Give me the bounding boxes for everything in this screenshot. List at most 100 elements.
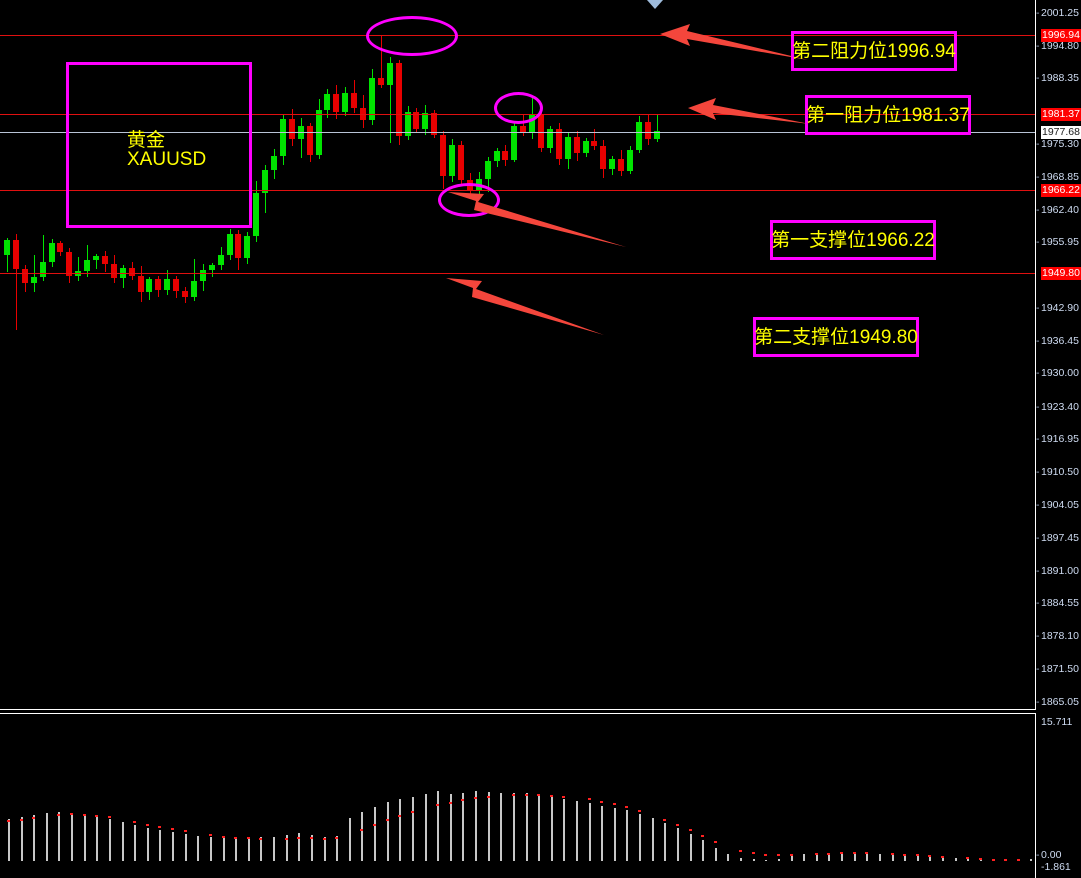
candle-body (101, 256, 108, 265)
indicator-bar (753, 859, 755, 861)
tick-dash: - (1036, 72, 1040, 85)
indicator-bar (134, 825, 136, 861)
indicator-bar (967, 858, 969, 861)
tick-dash: - (1036, 696, 1040, 708)
indicator-line-point (20, 818, 23, 821)
indicator-bar (248, 837, 250, 861)
ellipse-support-touch (438, 183, 500, 217)
price-tick-1923-40: -1923.40 (1036, 401, 1081, 414)
indicator-line-point (865, 852, 868, 855)
tick-dash: - (1036, 367, 1040, 380)
tick-dash: - (1036, 334, 1040, 347)
candle-body (609, 158, 616, 170)
indicator-line-point (916, 854, 919, 857)
price-tick-1981-37: 1981.37 (1036, 107, 1081, 121)
arrow-to-first-support (448, 192, 626, 247)
indicator-line-point (461, 799, 464, 802)
candle-body (457, 144, 464, 181)
price-tick-1916-95: -1916.95 (1036, 433, 1081, 446)
indicator-bar (374, 807, 376, 861)
indicator-line-point (7, 820, 10, 823)
candle-wick (381, 35, 382, 89)
tick-label: 1996.94 (1041, 28, 1081, 42)
candle-body (591, 141, 598, 146)
candle-body (502, 150, 509, 160)
indicator-bar (223, 837, 225, 861)
price-axis[interactable]: -2001.25 1996.94-1994.80-1988.35 1981.37 19… (1036, 0, 1081, 877)
candle-body (226, 233, 233, 256)
indicator-line-point (966, 856, 969, 859)
indicator-line-point (146, 823, 149, 826)
tick-label: 1942.90 (1041, 302, 1079, 315)
indicator-bar (664, 822, 666, 861)
tick-label: 1949.80 (1041, 267, 1081, 281)
price-tick-1897-45: -1897.45 (1036, 532, 1081, 545)
tick-dash: - (1036, 629, 1040, 642)
tick-label: 1871.50 (1041, 663, 1079, 676)
candle-body (413, 112, 420, 130)
tick-dash: - (1036, 498, 1040, 511)
indicator-line-point (562, 795, 565, 798)
candle-body (546, 128, 553, 148)
indicator-line-point (689, 829, 692, 832)
indicator-bar (197, 835, 199, 861)
indicator-bar (450, 794, 452, 861)
candle-body (84, 260, 91, 271)
tick-label: 1923.40 (1041, 400, 1079, 413)
candle-body (253, 193, 260, 236)
indicator-bar (286, 834, 288, 861)
indicator-bar (803, 854, 805, 861)
indicator-line-point (941, 856, 944, 859)
indicator-panel[interactable] (0, 713, 1036, 878)
candle-body (4, 239, 10, 255)
candle-body (164, 278, 171, 291)
price-chart-panel[interactable]: 黄金 XAUUSD 第二阻力位1996.94 第一阻力位1981.37 第一支撑… (0, 0, 1036, 710)
candle-body (262, 170, 269, 194)
tick-dash: - (1036, 170, 1040, 183)
indicator-tick-2: -1.861 (1036, 861, 1081, 874)
indicator-line-point (613, 803, 616, 806)
indicator-bar (235, 837, 237, 861)
candle-body (520, 125, 527, 133)
candle-body (244, 235, 251, 259)
indicator-bar (425, 794, 427, 861)
indicator-bar (361, 812, 363, 861)
tick-label: -1.861 (1041, 861, 1071, 873)
candle-body (564, 136, 571, 159)
indicator-bar (841, 852, 843, 861)
indicator-line-point (625, 806, 628, 809)
indicator-bar (58, 812, 60, 861)
indicator-line-point (840, 852, 843, 855)
tick-dash: - (1036, 597, 1040, 610)
indicator-bar (96, 816, 98, 861)
instrument-highlight-rect: 黄金 XAUUSD (66, 62, 252, 228)
price-tick-1949-80: 1949.80 (1036, 267, 1081, 281)
arrow-to-second-resistance (660, 24, 808, 60)
indicator-bar (727, 854, 729, 861)
indicator-bar (84, 814, 86, 861)
current-price-line (0, 132, 1035, 133)
indicator-bar (879, 853, 881, 861)
candle-body (422, 112, 429, 130)
indicator-line-point (449, 801, 452, 804)
candle-body (137, 275, 144, 293)
tick-label: 1884.55 (1041, 597, 1079, 610)
candle-body (618, 158, 625, 172)
tick-label: 1962.40 (1041, 203, 1079, 216)
tick-label: 1897.45 (1041, 532, 1079, 545)
candle-body (39, 262, 46, 278)
price-tick-1996-94: 1996.94 (1036, 28, 1081, 42)
indicator-line-point (474, 797, 477, 800)
indicator-line-point (600, 800, 603, 803)
candle-body (66, 252, 73, 277)
indicator-bar (589, 803, 591, 861)
indicator-line-point (70, 812, 73, 815)
price-tick-1977-68: 1977.68 (1036, 126, 1081, 140)
annotation-first-resistance-text: 第一阻力位1981.37 (806, 104, 970, 126)
indicator-bar (854, 852, 856, 861)
indicator-bar (513, 793, 515, 861)
indicator-line-point (57, 813, 60, 816)
candle-body (431, 112, 438, 135)
indicator-line-point (247, 837, 250, 840)
price-tick-2001-25: -2001.25 (1036, 7, 1081, 20)
